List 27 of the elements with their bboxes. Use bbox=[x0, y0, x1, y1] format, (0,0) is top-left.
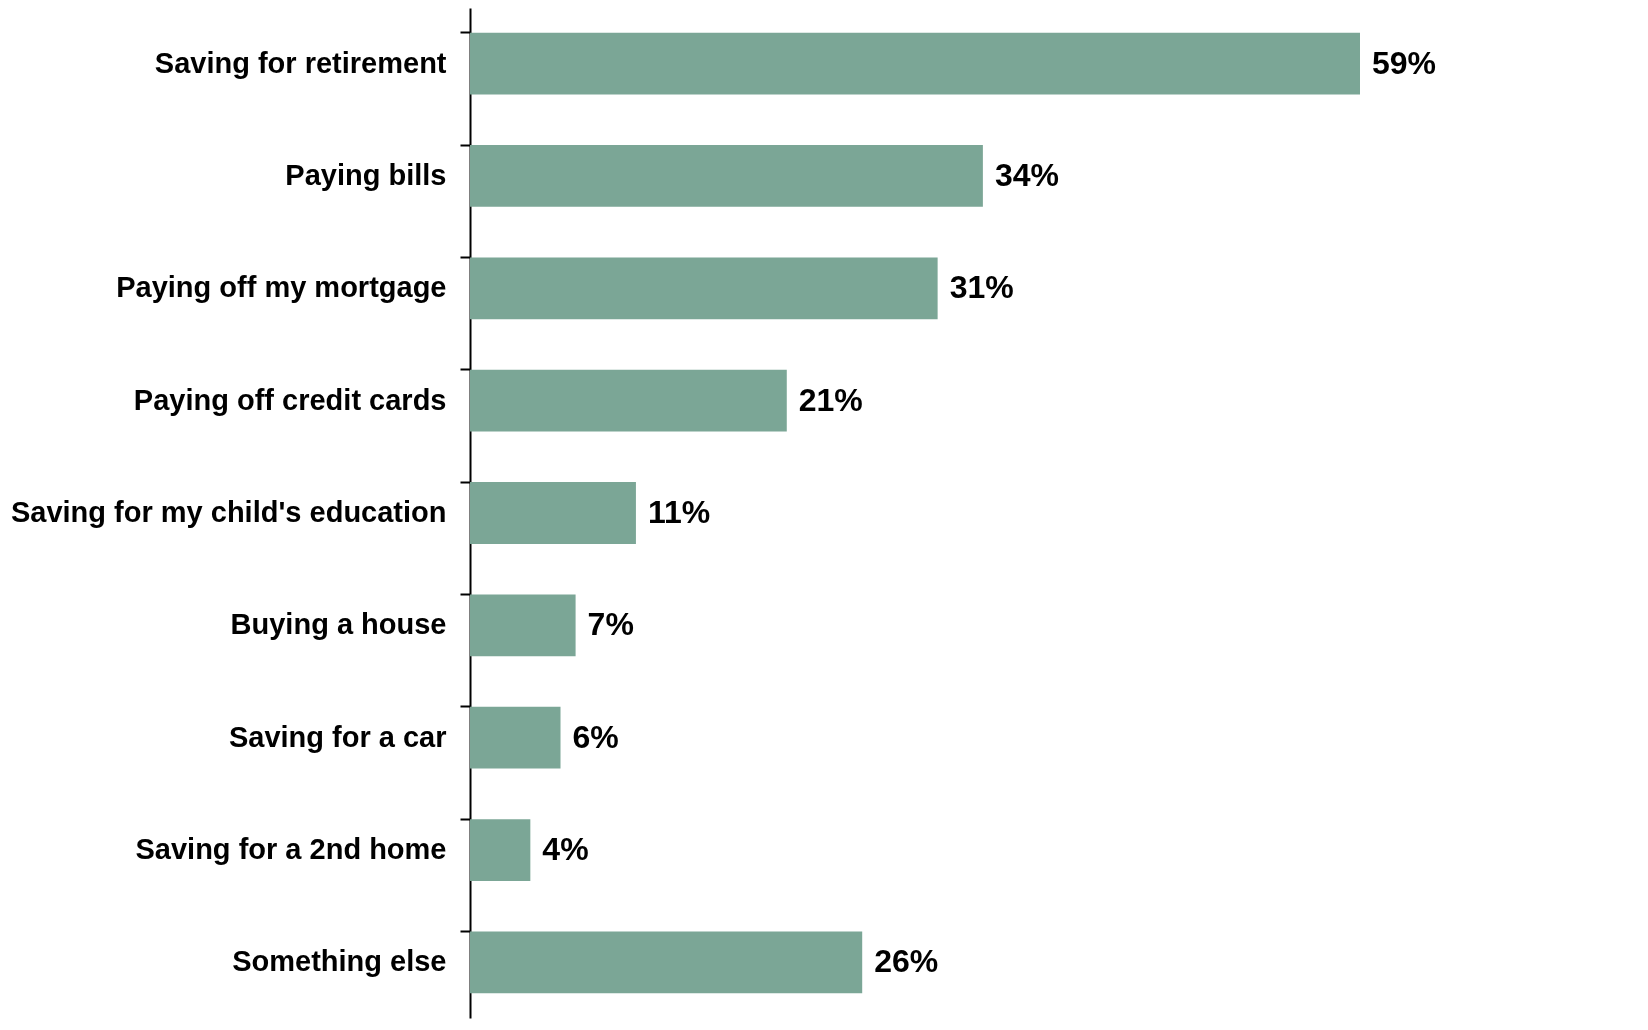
y-tick-label: Buying a house bbox=[230, 608, 447, 641]
data-label: 6% bbox=[572, 718, 619, 755]
y-tick-label: Saving for a car bbox=[228, 720, 447, 753]
data-label: 59% bbox=[1372, 44, 1437, 81]
y-tick-label: Paying off credit cards bbox=[133, 383, 447, 416]
bar bbox=[470, 482, 636, 544]
bar bbox=[470, 706, 561, 769]
y-tick-label: Paying off my mortgage bbox=[116, 271, 447, 304]
bar bbox=[470, 594, 576, 657]
data-label: 7% bbox=[587, 606, 634, 643]
bar bbox=[470, 145, 983, 207]
bar bbox=[470, 32, 1360, 95]
data-label: 31% bbox=[949, 269, 1014, 306]
data-label: 26% bbox=[874, 943, 939, 980]
bar bbox=[470, 369, 787, 432]
data-label: 21% bbox=[798, 381, 863, 418]
y-tick-label: Saving for a 2nd home bbox=[135, 833, 447, 866]
data-label: 34% bbox=[994, 156, 1059, 193]
bar bbox=[470, 931, 863, 994]
y-tick-label: Saving for my child's education bbox=[10, 496, 447, 528]
y-tick-label: Paying bills bbox=[285, 158, 447, 191]
y-tick-label: Something else bbox=[232, 945, 447, 978]
bar bbox=[470, 257, 938, 320]
data-label: 11% bbox=[647, 494, 711, 530]
y-tick-label: Saving for retirement bbox=[154, 46, 447, 79]
bar bbox=[470, 819, 531, 881]
data-label: 4% bbox=[542, 831, 589, 868]
